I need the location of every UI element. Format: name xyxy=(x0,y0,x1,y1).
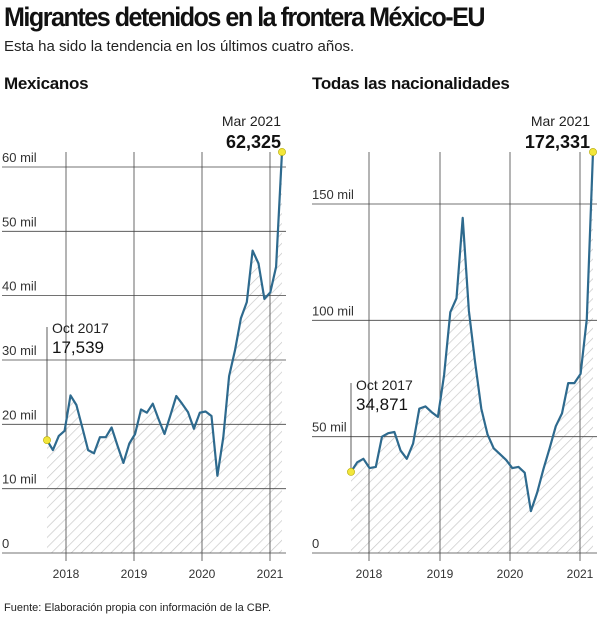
chart-subtitle: Esta ha sido la tendencia en los últimos… xyxy=(4,38,355,55)
mex-x-tick-label: 2018 xyxy=(53,567,80,581)
mex-marker-end xyxy=(278,148,286,156)
mex-x-tick-label: 2021 xyxy=(257,567,284,581)
mex-area-fill xyxy=(47,152,282,553)
mex-y-tick-label: 30 mil xyxy=(2,343,37,358)
all-area-fill xyxy=(351,152,593,553)
mex-y-tick-label: 60 mil xyxy=(2,150,37,165)
all-y-tick-label: 50 mil xyxy=(312,420,347,435)
mex-y-tick-label: 40 mil xyxy=(2,279,37,294)
mex-annotation-end-date: Mar 2021 xyxy=(222,113,281,129)
mex-annotation-start-value: 17,539 xyxy=(52,338,104,357)
all-annotation-start-value: 34,871 xyxy=(356,395,408,414)
all-x-tick-label: 2020 xyxy=(497,567,524,581)
mex-annotation-end-value: 62,325 xyxy=(226,132,281,152)
all-annotation-end-value: 172,331 xyxy=(525,132,590,152)
chart-title: Migrantes detenidos en la frontera Méxic… xyxy=(4,2,486,32)
mex-y-tick-label: 20 mil xyxy=(2,407,37,422)
panel-title-mexicanos: Mexicanos xyxy=(4,74,89,93)
all-x-tick-label: 2018 xyxy=(356,567,383,581)
mex-y-tick-label: 0 xyxy=(2,536,9,551)
all-x-tick-label: 2019 xyxy=(427,567,454,581)
all-series-line xyxy=(350,151,595,513)
mex-annotation-start-date: Oct 2017 xyxy=(52,320,109,336)
mex-series-line xyxy=(46,151,284,477)
all-y-tick-label: 150 mil xyxy=(312,187,354,202)
all-marker-end xyxy=(589,148,597,156)
mex-y-tick-label: 50 mil xyxy=(2,214,37,229)
all-y-tick-label: 100 mil xyxy=(312,303,354,318)
all-annotation-start-date: Oct 2017 xyxy=(356,377,413,393)
mex-marker-start xyxy=(43,436,51,445)
source-note: Fuente: Elaboración propia con informaci… xyxy=(4,602,272,614)
all-annotation-end-date: Mar 2021 xyxy=(531,113,590,129)
panel-title-todas: Todas las nacionalidades xyxy=(312,74,510,93)
all-x-tick-label: 2021 xyxy=(567,567,594,581)
all-marker-start xyxy=(347,467,355,476)
all-y-tick-label: 0 xyxy=(312,536,319,551)
mex-y-tick-label: 10 mil xyxy=(2,472,37,487)
mex-x-tick-label: 2020 xyxy=(189,567,216,581)
mex-x-tick-label: 2019 xyxy=(121,567,148,581)
